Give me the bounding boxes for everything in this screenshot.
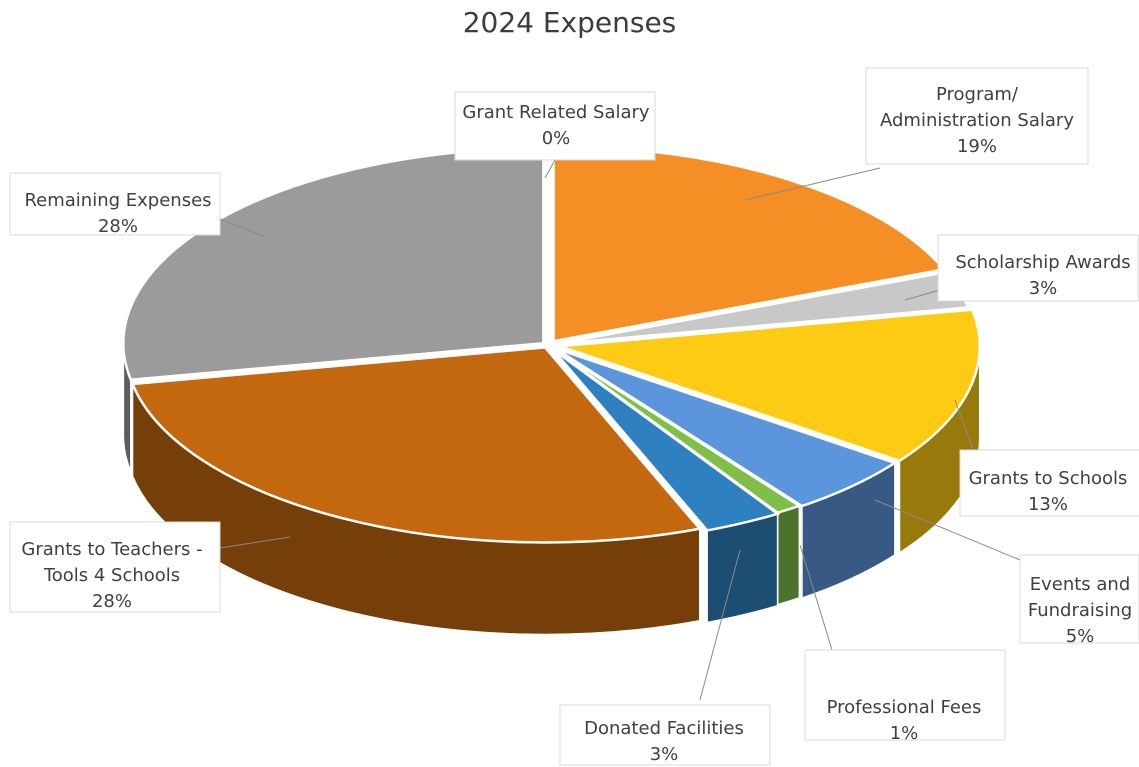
pie-slice-5 bbox=[554, 347, 898, 508]
leader-line bbox=[744, 167, 881, 201]
slice-label: Events and Fundraising 5% bbox=[1028, 574, 1132, 647]
label-box bbox=[804, 649, 1006, 741]
slice-label: Program/Administration Salary 19% bbox=[880, 84, 1074, 157]
pie-slices bbox=[122, 144, 981, 544]
slice-value: 3% bbox=[650, 744, 679, 765]
leader-line bbox=[544, 159, 556, 179]
pie-side-7 bbox=[706, 512, 779, 624]
slice-value: 1% bbox=[890, 723, 919, 744]
slice-value: 13% bbox=[1028, 494, 1068, 515]
slice-value: 5% bbox=[1066, 626, 1095, 647]
leader-line bbox=[219, 536, 291, 549]
leader-line bbox=[874, 499, 1021, 561]
pie-side-walls bbox=[122, 343, 981, 636]
slice-value: 0% bbox=[542, 128, 571, 149]
slice-label: Scholarship Awards 3% bbox=[955, 252, 1130, 299]
leader-line bbox=[799, 544, 833, 651]
label-box bbox=[454, 91, 656, 161]
leader-line bbox=[954, 399, 976, 456]
slice-label: Grants to Teachers -Tools 4 Schools 28% bbox=[21, 539, 202, 612]
slice-label: Remaining Expenses 28% bbox=[24, 190, 211, 237]
slice-label: Grant Related Salary 0% bbox=[462, 102, 650, 149]
pie-side-6 bbox=[776, 504, 801, 606]
chart-title: 2024 Expenses bbox=[462, 6, 677, 39]
leader-line bbox=[904, 289, 941, 301]
label-box bbox=[865, 67, 1089, 165]
slice-value: 19% bbox=[957, 136, 997, 157]
slice-value: 28% bbox=[98, 216, 138, 237]
pie-slice-8 bbox=[130, 346, 703, 544]
label-box bbox=[1019, 554, 1139, 644]
slice-label: Professional Fees 1% bbox=[827, 697, 982, 744]
slice-label: Donated Facilities 3% bbox=[584, 718, 744, 765]
leader-line bbox=[699, 549, 741, 701]
pie-slice-7 bbox=[551, 348, 781, 532]
label-box bbox=[937, 234, 1139, 302]
slice-label: Grants to Schools 13% bbox=[969, 468, 1128, 515]
label-box bbox=[9, 521, 221, 613]
label-box bbox=[959, 449, 1139, 517]
label-box bbox=[9, 172, 221, 236]
slice-labels: Grant Related Salary 0% Program/Administra… bbox=[9, 67, 1139, 766]
label-box bbox=[559, 704, 771, 766]
pie-slice-4 bbox=[559, 308, 981, 463]
slice-value: 28% bbox=[92, 591, 132, 612]
slice-value: 3% bbox=[1029, 278, 1058, 299]
